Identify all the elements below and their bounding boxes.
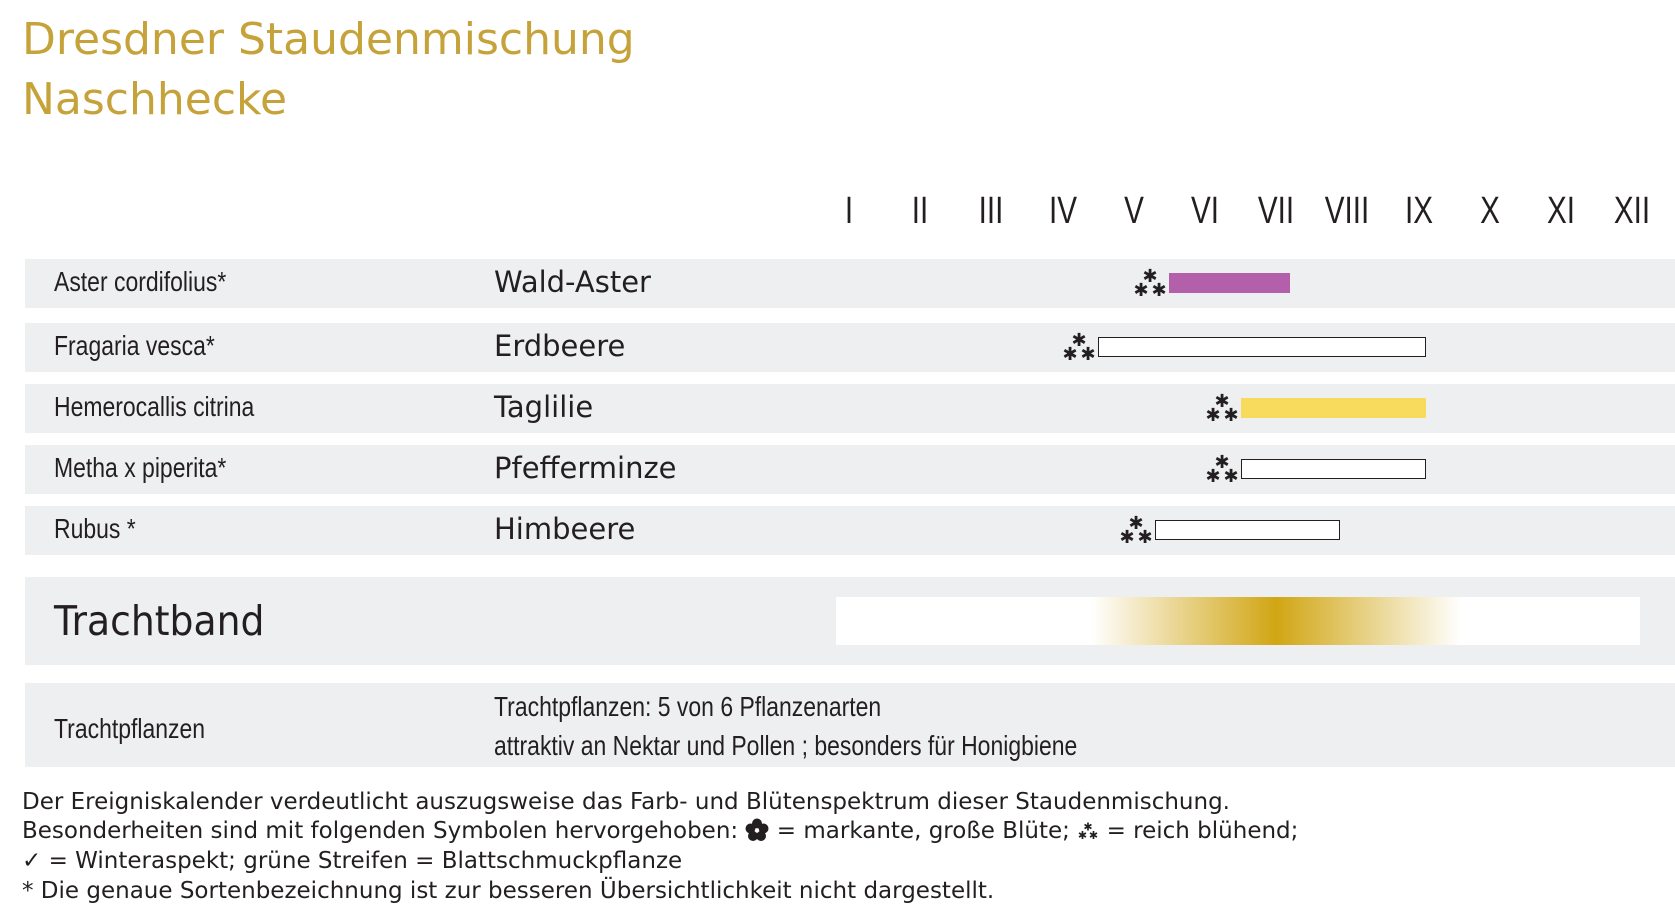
reich-bluehend-icon: ✱✱ ✱ xyxy=(1134,268,1167,298)
plant-row: Aster cordifolius* Wald-Aster ✱ ✱ ✱ xyxy=(25,259,1675,308)
svg-text:✱: ✱ xyxy=(1063,344,1078,362)
month-label-3: III xyxy=(979,190,1004,232)
svg-text:✱: ✱ xyxy=(1143,268,1158,287)
month-label-9: IX xyxy=(1404,190,1433,232)
bloom-bar xyxy=(1240,459,1426,479)
trachtband-row: Trachtband xyxy=(25,577,1675,665)
trachtpflanzen-row: Trachtpflanzen Trachtpflanzen: 5 von 6 P… xyxy=(25,683,1675,767)
plant-row: Hemerocallis citrina Taglilie ✱ ✱ ✱ xyxy=(25,384,1675,433)
plant-common-name: Himbeere xyxy=(494,512,636,546)
markante-bluete-icon xyxy=(745,818,769,841)
trachtpflanzen-label: Trachtpflanzen xyxy=(54,713,206,744)
note-line-4: * Die genaue Sortenbezeichnung ist zur b… xyxy=(22,878,995,904)
trachtpflanzen-line-1: Trachtpflanzen: 5 von 6 Pflanzenarten xyxy=(494,691,882,722)
plant-latin-name: Hemerocallis citrina xyxy=(54,391,255,422)
svg-text:✱: ✱ xyxy=(1205,405,1220,423)
plant-latin-name: Fragaria vesca* xyxy=(54,330,215,361)
reich-bluehend-icon: ✱✱ ✱ xyxy=(1205,454,1238,484)
svg-text:✱: ✱ xyxy=(1084,820,1093,833)
reich-bluehend-icon: ✱✱ ✱ xyxy=(1205,393,1238,423)
reich-bluehend-icon: ✱ ✱ ✱ xyxy=(1078,820,1098,842)
svg-text:✱: ✱ xyxy=(1223,466,1238,484)
svg-text:✱: ✱ xyxy=(1205,466,1220,484)
plant-common-name: Erdbeere xyxy=(494,329,626,363)
note-line-1: Der Ereigniskalender verdeutlicht auszug… xyxy=(22,789,1230,815)
month-label-4: IV xyxy=(1048,190,1077,232)
trachtband-gradient xyxy=(836,597,1640,645)
month-label-7: VII xyxy=(1258,190,1295,232)
title-line-2: Naschhecke xyxy=(22,74,288,125)
note-line-2-text-b: = markante, große Blüte; xyxy=(776,818,1070,844)
svg-text:✱: ✱ xyxy=(1214,454,1229,473)
plant-row: Fragaria vesca* Erdbeere ✱ ✱ ✱ xyxy=(25,323,1675,372)
svg-text:✱: ✱ xyxy=(1081,344,1096,362)
bloom-bar xyxy=(1240,398,1426,418)
svg-text:✱: ✱ xyxy=(1078,829,1087,842)
plant-latin-name: Rubus * xyxy=(54,513,136,544)
trachtpflanzen-line-2: attraktiv an Nektar und Pollen ; besonde… xyxy=(494,730,1078,761)
plant-latin-name: Aster cordifolius* xyxy=(54,266,227,297)
bloom-bar xyxy=(1155,520,1341,540)
month-label-8: VIII xyxy=(1325,190,1370,232)
note-line-3-text: = Winteraspekt; grüne Streifen = Blattsc… xyxy=(48,848,683,874)
month-label-1: I xyxy=(844,190,854,232)
note-line-2-text-a: Besonderheiten sind mit folgenden Symbol… xyxy=(22,818,739,844)
plant-latin-name: Metha x piperita* xyxy=(54,452,227,483)
reich-bluehend-icon: ✱✱ ✱ xyxy=(1120,515,1153,545)
month-label-5: V xyxy=(1123,190,1144,232)
svg-text:✱: ✱ xyxy=(1223,405,1238,423)
bloom-bar xyxy=(1098,337,1426,357)
svg-text:✱: ✱ xyxy=(1138,527,1153,545)
month-label-2: II xyxy=(911,190,929,232)
plant-row: Metha x piperita* Pfefferminze ✱ ✱ ✱ xyxy=(25,445,1675,494)
plant-common-name: Taglilie xyxy=(494,390,594,424)
svg-text:✱: ✱ xyxy=(1120,527,1135,545)
check-icon: ✓ xyxy=(22,848,42,874)
svg-text:✱: ✱ xyxy=(1152,280,1167,298)
reich-bluehend-icon: ✱✱ ✱ xyxy=(1063,332,1096,362)
trachtband-label: Trachtband xyxy=(54,597,265,645)
svg-text:✱: ✱ xyxy=(1134,280,1149,298)
svg-text:✱: ✱ xyxy=(1072,332,1087,351)
svg-text:✱: ✱ xyxy=(1214,393,1229,412)
svg-text:✱: ✱ xyxy=(1129,515,1144,534)
plant-row: Rubus * Himbeere ✱ ✱ ✱ xyxy=(25,506,1675,555)
month-label-6: VI xyxy=(1190,190,1220,232)
title-line-1: Dresdner Staudenmischung xyxy=(22,14,635,65)
month-label-10: X xyxy=(1479,190,1500,232)
plant-common-name: Pfefferminze xyxy=(494,451,677,485)
note-line-2-text-c: = reich blühend; xyxy=(1106,818,1299,844)
plant-common-name: Wald-Aster xyxy=(494,265,651,299)
svg-text:✱: ✱ xyxy=(1089,829,1098,842)
note-line-2: Besonderheiten sind mit folgenden Symbol… xyxy=(22,818,1298,844)
month-header: I II III IV V VI VII VIII IX X XI XII xyxy=(0,190,1675,240)
month-label-11: XI xyxy=(1546,190,1576,232)
note-line-3: ✓ = Winteraspekt; grüne Streifen = Blatt… xyxy=(22,848,682,874)
month-label-12: XII xyxy=(1614,190,1651,232)
bloom-bar xyxy=(1169,273,1291,293)
